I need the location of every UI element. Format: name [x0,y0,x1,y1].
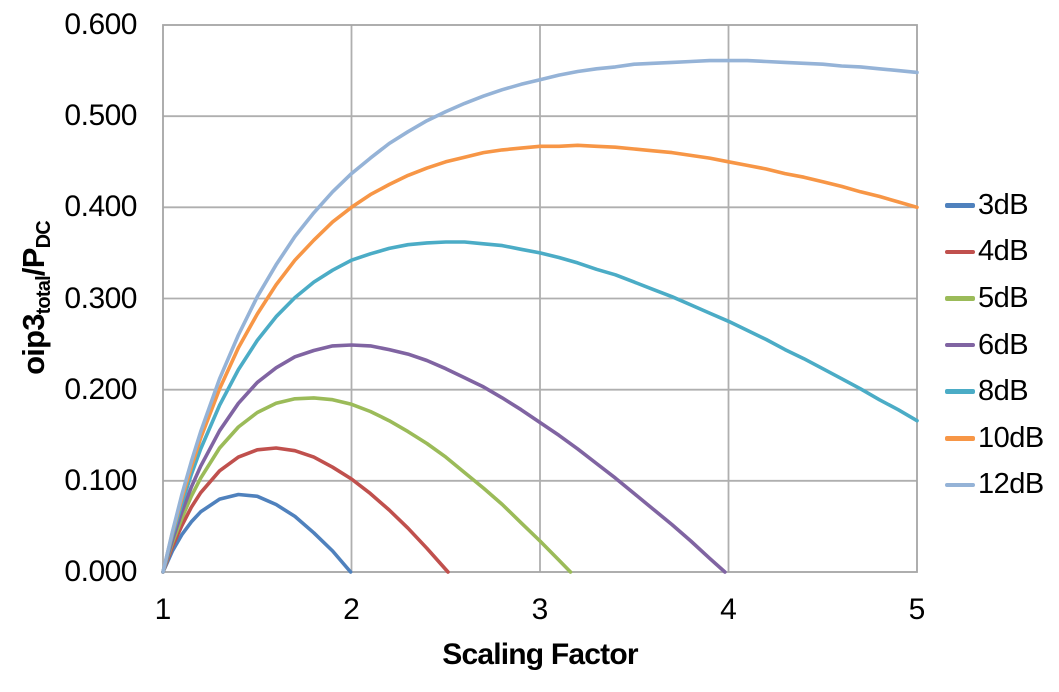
legend-item-4db: 4dB [945,229,1044,276]
y-axis-tick-label: 0.600 [64,8,137,41]
legend-label: 5dB [978,281,1029,314]
y-axis-tick-label: 0.300 [64,281,137,315]
y-axis-tick-label: 0.200 [64,372,137,406]
legend-item-8db: 8dB [945,368,1044,415]
legend-label: 3dB [978,188,1029,221]
series-line-5db [161,396,573,574]
legend-item-5db: 5dB [945,275,1044,322]
y-axis-title-text: oip3 [16,314,51,375]
legend-label: 8dB [978,375,1029,408]
legend-line-swatch [945,342,975,348]
legend-label: 4dB [978,235,1029,268]
y-axis-tick-label: 0.000 [64,555,137,588]
legend-line-swatch [945,389,975,394]
y-axis-title-text: /P [16,248,51,277]
y-axis-title-subscript: total [32,276,55,315]
x-axis-tick-label: 2 [343,593,360,626]
series-line-12db [161,58,919,574]
x-axis-title: Scaling Factor [442,638,638,671]
x-axis-tick-label: 5 [908,593,926,626]
series-line-4db [161,446,450,574]
legend-label: 6dB [978,328,1029,361]
x-axis-tick-label: 3 [531,593,549,626]
plot-border [162,24,918,573]
y-axis-title-subscript: DC [32,221,55,249]
legend-line-swatch [945,482,975,488]
x-axis-tick-label: 1 [154,593,172,626]
legend-line-swatch [945,436,975,441]
legend-label: 10dB [978,421,1044,454]
y-axis-title: oip3total/PDC [16,48,60,548]
series-line-8db [161,240,919,574]
legend-item-3db: 3dB [945,182,1044,229]
legend: 3dB 4dB 5dB 6dB 8dB 10dB 12dB [945,182,1044,508]
legend-label: 12dB [978,468,1044,501]
y-axis-tick-label: 0.500 [64,99,137,133]
legend-line-swatch [945,203,975,208]
legend-item-12db: 12dB [945,462,1044,509]
legend-line-swatch [945,249,975,255]
legend-item-10db: 10dB [945,415,1044,462]
series-line-3db [161,492,353,574]
legend-line-swatch [945,296,975,301]
y-axis-tick-label: 0.100 [64,463,137,497]
y-axis-tick-label: 0.400 [64,190,137,224]
series-line-10db [161,143,919,574]
legend-item-6db: 6dB [945,322,1044,369]
x-axis-tick-label: 4 [720,593,737,626]
series-line-6db [161,343,727,574]
